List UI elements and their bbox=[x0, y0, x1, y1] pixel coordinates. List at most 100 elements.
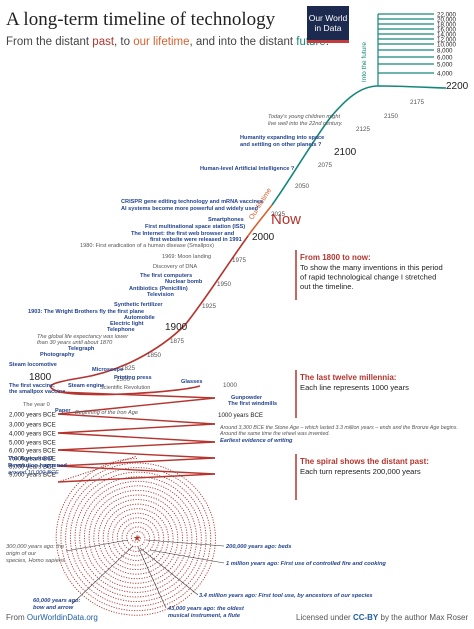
millennium-line bbox=[57, 465, 216, 475]
event-label: The global life expectancy was lower bbox=[37, 334, 129, 340]
annotation-line bbox=[149, 549, 225, 564]
event-label: Steam locomotive bbox=[9, 362, 57, 368]
annotation-line bbox=[137, 546, 167, 609]
event-label: the smallpox vaccine bbox=[9, 389, 65, 395]
note-body: To show the many inventions in this peri… bbox=[300, 263, 443, 272]
event-label: bow and arrow bbox=[33, 605, 74, 611]
event-label: Electric light bbox=[110, 321, 144, 327]
origin-star-icon: ★ bbox=[133, 533, 141, 543]
event-label: than 30 years until about 1870 bbox=[37, 340, 113, 346]
logo-line-2: in Data bbox=[314, 23, 342, 33]
event-label: The first vaccine, bbox=[9, 383, 55, 389]
future-curve bbox=[271, 85, 447, 206]
millennium-label: 5,000 years BCE bbox=[9, 440, 56, 447]
millennium-label: 7,000 years BCE bbox=[9, 456, 56, 463]
year-label-small: 1925 bbox=[202, 303, 217, 310]
future-year-label: 6,000 bbox=[437, 55, 453, 62]
event-label: The Agricultural bbox=[8, 456, 53, 462]
footer-license-suffix: by the author Max Roser bbox=[378, 613, 469, 622]
millennium-line bbox=[57, 473, 216, 483]
event-label: 1980: First eradication of a human disea… bbox=[80, 243, 214, 249]
event-label: Revolution happened bbox=[8, 463, 67, 469]
event-label: first website were released in 1991 bbox=[150, 237, 242, 243]
future-axis-label: Into the future bbox=[361, 42, 368, 82]
event-label: Telegraph bbox=[68, 346, 95, 352]
lifetime-curve bbox=[247, 204, 273, 237]
event-label: Beginning of the Iron Age bbox=[75, 410, 138, 416]
year-label-large: 2100 bbox=[334, 147, 357, 158]
event-label: The Internet: the first web browser and bbox=[131, 231, 235, 237]
year-label-small: 1975 bbox=[232, 257, 247, 264]
future-year-label: 16,000 bbox=[437, 27, 456, 34]
future-year-label: 8,000 bbox=[437, 48, 453, 55]
subtitle-mid: , to bbox=[114, 36, 134, 48]
millennium-line bbox=[57, 391, 216, 399]
subtitle-lifetime: our lifetime bbox=[133, 36, 190, 48]
future-year-label: 20,000 bbox=[437, 17, 456, 24]
footer-source-prefix: From bbox=[6, 613, 27, 622]
event-label: 60,000 years ago: bbox=[33, 598, 81, 604]
event-label: 1969: Moon landing bbox=[162, 254, 211, 260]
now-label: Now bbox=[271, 211, 301, 228]
year-label-small: 1825 bbox=[121, 365, 136, 372]
event-label: live well into the 22nd century. bbox=[268, 121, 343, 127]
event-label: Smartphones bbox=[208, 217, 244, 223]
event-label: 1903: The Wright Brothers fly the first … bbox=[28, 309, 144, 315]
millennium-label: 1000 years BCE bbox=[218, 412, 263, 419]
event-label: Nuclear bomb bbox=[165, 279, 203, 285]
event-label: origin of our bbox=[6, 551, 37, 557]
event-label: First multinational space station (ISS) bbox=[145, 224, 245, 230]
note-heading: The spiral shows the distant past: bbox=[300, 457, 429, 466]
millennium-label: 3,000 years BCE bbox=[9, 422, 56, 429]
year-label-small: 2150 bbox=[384, 113, 399, 120]
future-year-label: 18,000 bbox=[437, 22, 456, 29]
event-label: The year 0 bbox=[23, 402, 50, 408]
owid-logo[interactable]: Our World in Data bbox=[307, 6, 349, 43]
note-body: of rapid technological change I stretche… bbox=[300, 273, 436, 282]
spiral-entry bbox=[57, 455, 138, 483]
year-label-small: 1950 bbox=[217, 281, 232, 288]
event-label: The first computers bbox=[140, 273, 192, 279]
millennium-line bbox=[57, 432, 216, 443]
page-title: A long-term timeline of technology bbox=[6, 9, 276, 30]
future-year-label: 10,000 bbox=[437, 42, 456, 49]
millennium-label: 2,000 years BCE bbox=[9, 412, 56, 419]
year-label-large: 1800 bbox=[29, 372, 52, 383]
event-label: Glasses bbox=[181, 379, 202, 385]
event-label: 43,000 years ago: the oldest bbox=[167, 606, 245, 612]
license-link[interactable]: CC-BY bbox=[352, 613, 379, 622]
event-label: Gunpowder bbox=[231, 395, 263, 401]
event-label: Antibiotics (Penicillin) bbox=[129, 286, 188, 292]
event-label: 300,000 years ago: the bbox=[6, 544, 64, 550]
annotation-line bbox=[145, 539, 225, 547]
year-label-small: 2125 bbox=[356, 126, 371, 133]
footer-license-prefix: Licensed under bbox=[296, 613, 353, 622]
millennium-line bbox=[57, 457, 216, 467]
millennium-label: 8,000 years BCE bbox=[9, 464, 56, 471]
note-body: Each line represents 1000 years bbox=[300, 383, 409, 392]
annotation-line bbox=[71, 545, 134, 605]
past-spiral bbox=[55, 458, 216, 616]
event-label: Steam engine bbox=[68, 383, 104, 389]
future-year-label: 22,000 bbox=[437, 12, 456, 19]
year-label-small: 2050 bbox=[295, 183, 310, 190]
event-label: around 10,000 BCE bbox=[8, 470, 59, 476]
future-year-label: 14,000 bbox=[437, 32, 456, 39]
source-link[interactable]: OurWorldinData.org bbox=[26, 613, 98, 622]
year-label-large: 2000 bbox=[252, 232, 275, 243]
year-label-small: 2175 bbox=[410, 99, 425, 106]
note-heading: The last twelve millennia: bbox=[300, 373, 396, 382]
millennium-line bbox=[57, 413, 216, 425]
note-heading: From 1800 to now: bbox=[300, 253, 371, 262]
event-label: Discovery of DNA bbox=[153, 264, 197, 270]
future-year-label: 4,000 bbox=[437, 71, 453, 78]
footer-license: Licensed under CC-BY by the author Max R… bbox=[296, 613, 468, 622]
year-label-small: 1850 bbox=[147, 352, 162, 359]
annotation-line bbox=[139, 547, 199, 596]
subtitle-past: past bbox=[92, 36, 115, 48]
event-label: Synthetic fertilizer bbox=[114, 302, 163, 308]
annotation-line bbox=[65, 539, 129, 552]
millennium-line bbox=[57, 397, 216, 415]
